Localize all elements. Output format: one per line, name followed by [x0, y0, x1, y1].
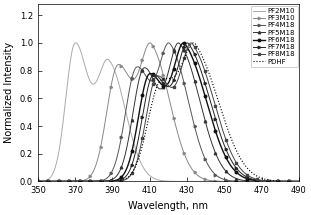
PF2M10	[74, 42, 77, 44]
PF3M10	[242, 180, 245, 183]
PF5M18	[290, 180, 293, 183]
PF4M18	[156, 69, 160, 72]
PF6M18	[182, 42, 185, 44]
Line: PDHF: PDHF	[38, 43, 299, 181]
PF7M18	[242, 174, 245, 176]
PF3M10	[36, 180, 40, 183]
PF6M18	[49, 180, 53, 183]
PF8M18	[290, 180, 293, 183]
PDHF	[290, 180, 293, 183]
PF5M18	[290, 180, 293, 183]
Y-axis label: Normalized Intensity: Normalized Intensity	[4, 42, 14, 143]
PF5M18	[156, 86, 160, 89]
PF2M10	[242, 180, 245, 183]
PF6M18	[297, 180, 301, 183]
PDHF	[36, 180, 40, 183]
PF4M18	[163, 47, 167, 49]
Line: PF6M18: PF6M18	[37, 42, 300, 183]
PF2M10	[290, 180, 293, 183]
PF5M18	[242, 179, 245, 182]
PDHF	[242, 162, 245, 165]
PF5M18	[36, 180, 40, 183]
PF3M10	[148, 42, 152, 44]
PF6M18	[163, 85, 167, 87]
PF8M18	[189, 42, 193, 44]
PF2M10	[156, 179, 160, 181]
PF2M10	[49, 175, 53, 178]
PF7M18	[185, 42, 189, 44]
PF7M18	[290, 180, 293, 183]
PF8M18	[49, 180, 53, 183]
PF3M10	[297, 180, 301, 183]
PF3M10	[290, 180, 293, 183]
PF8M18	[156, 75, 160, 77]
PF8M18	[290, 180, 293, 183]
PDHF	[290, 180, 293, 183]
PF5M18	[49, 180, 53, 183]
PF4M18	[290, 180, 293, 183]
PF6M18	[290, 180, 293, 183]
PF5M18	[297, 180, 301, 183]
PF6M18	[242, 176, 245, 178]
PF2M10	[36, 180, 40, 183]
PDHF	[297, 180, 301, 183]
PF6M18	[156, 79, 160, 81]
PF4M18	[242, 180, 245, 183]
PF4M18	[49, 180, 53, 183]
PF7M18	[290, 180, 293, 183]
PF4M18	[290, 180, 293, 183]
Line: PF3M10: PF3M10	[37, 42, 300, 183]
PF8M18	[242, 171, 245, 173]
PF5M18	[163, 82, 167, 85]
Line: PF5M18: PF5M18	[37, 42, 300, 183]
PF3M10	[163, 80, 167, 83]
PDHF	[156, 83, 160, 86]
PF6M18	[290, 180, 293, 183]
PF2M10	[163, 180, 167, 182]
PF4M18	[167, 42, 170, 44]
PDHF	[192, 42, 195, 44]
PF7M18	[297, 180, 301, 183]
Legend: PF2M10, PF3M10, PF4M18, PF5M18, PF6M18, PF7M18, PF8M18, PDHF: PF2M10, PF3M10, PF4M18, PF5M18, PF6M18, …	[250, 6, 298, 67]
PF8M18	[297, 180, 301, 183]
PDHF	[163, 77, 167, 80]
Line: PF2M10: PF2M10	[38, 43, 299, 181]
PF8M18	[163, 80, 167, 83]
Line: PF8M18: PF8M18	[37, 42, 300, 183]
PF5M18	[177, 42, 180, 44]
PF7M18	[49, 180, 53, 183]
PF2M10	[290, 180, 293, 183]
Line: PF7M18: PF7M18	[37, 42, 300, 183]
PF3M10	[290, 180, 293, 183]
PF7M18	[36, 180, 40, 183]
Line: PF4M18: PF4M18	[37, 42, 300, 183]
X-axis label: Wavelength, nm: Wavelength, nm	[128, 201, 208, 211]
PF3M10	[49, 180, 53, 183]
PF2M10	[297, 180, 301, 183]
PF4M18	[36, 180, 40, 183]
PF7M18	[163, 84, 167, 86]
PF7M18	[156, 75, 160, 78]
PF8M18	[36, 180, 40, 183]
PDHF	[49, 180, 53, 183]
PF3M10	[156, 56, 160, 59]
PF6M18	[36, 180, 40, 183]
PF4M18	[297, 180, 301, 183]
